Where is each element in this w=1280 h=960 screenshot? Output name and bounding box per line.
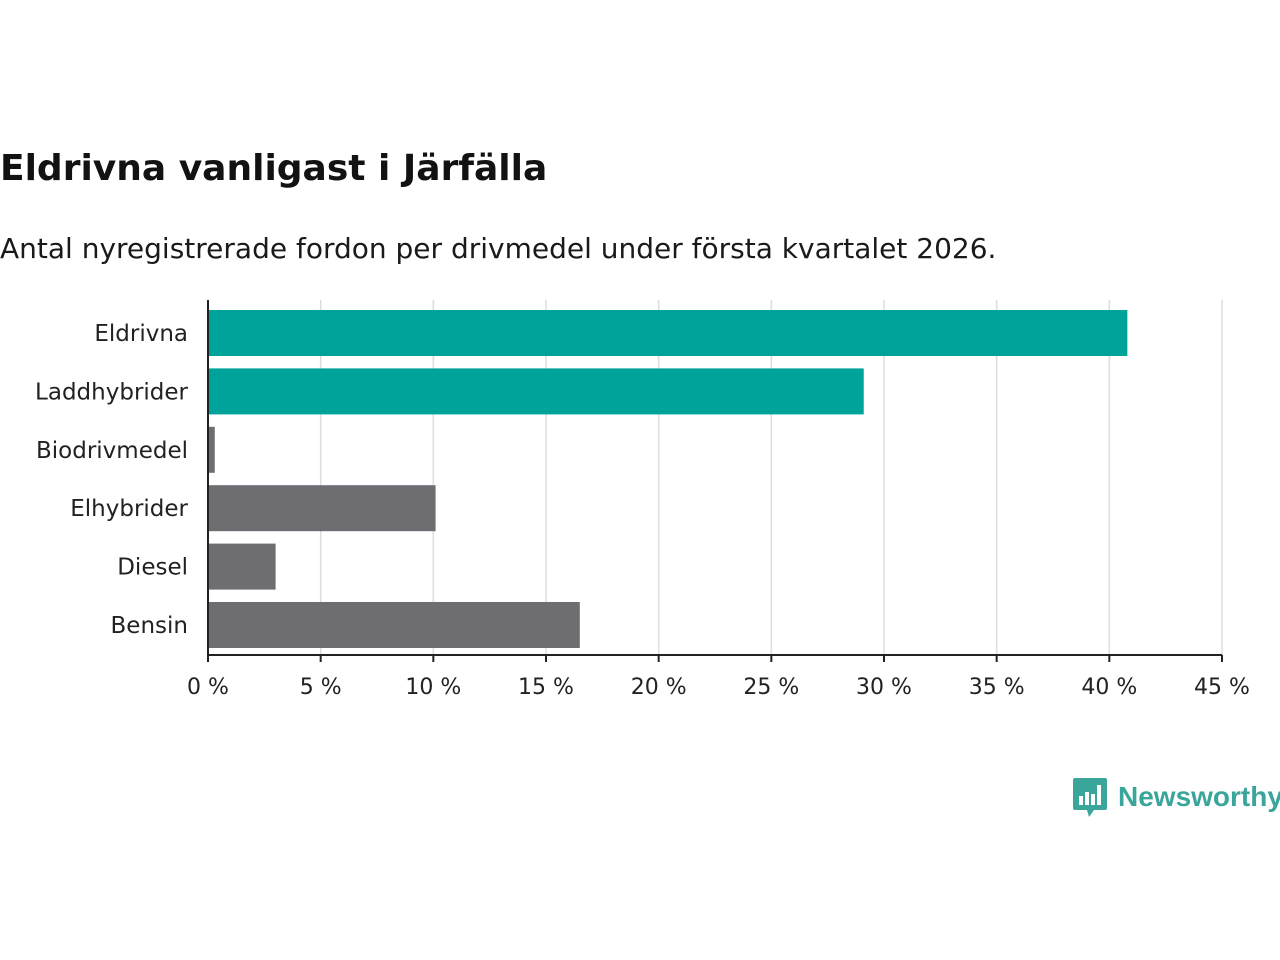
category-label: Bensin bbox=[111, 613, 188, 639]
category-label: Biodrivmedel bbox=[36, 438, 188, 464]
x-tick-label: 10 % bbox=[405, 675, 461, 700]
newsworthy-logo: Newsworthy bbox=[1072, 776, 1280, 818]
x-tick-label: 20 % bbox=[631, 675, 687, 700]
gridlines bbox=[319, 300, 1223, 655]
category-label: Elhybrider bbox=[70, 496, 188, 522]
x-tick-label: 45 % bbox=[1194, 675, 1250, 700]
brand-name: Newsworthy bbox=[1118, 781, 1280, 812]
bars bbox=[208, 310, 1128, 648]
category-label: Eldrivna bbox=[94, 321, 188, 347]
x-tick-label: 15 % bbox=[518, 675, 574, 700]
bar-laddhybrider bbox=[208, 368, 864, 415]
x-tick-label: 40 % bbox=[1081, 675, 1137, 700]
bar-chart-speech-bubble-icon bbox=[1073, 778, 1107, 817]
category-label: Diesel bbox=[117, 555, 188, 581]
x-tick-label: 35 % bbox=[969, 675, 1025, 700]
x-tick-label: 5 % bbox=[300, 675, 342, 700]
chart-title: Eldrivna vanligast i Järfälla bbox=[0, 148, 548, 189]
bar-bensin bbox=[208, 602, 580, 648]
bar-diesel bbox=[208, 543, 276, 590]
x-tick-label: 25 % bbox=[743, 675, 799, 700]
chart-subtitle: Antal nyregistrerade fordon per drivmede… bbox=[0, 232, 997, 265]
x-tick-label: 30 % bbox=[856, 675, 912, 700]
bar-elhybrider bbox=[208, 485, 436, 532]
bar-eldrivna bbox=[208, 310, 1128, 356]
bar-biodrivmedel bbox=[208, 426, 215, 473]
category-label: Laddhybrider bbox=[35, 379, 188, 405]
x-axis: 0 % 5 % 10 % 15 % 20 % 25 % 30 % 35 % 40 % 45 % bbox=[187, 300, 1250, 700]
category-labels: Eldrivna Laddhybrider Biodrivmedel Elhybrid… bbox=[35, 321, 188, 639]
x-tick-label: 0 % bbox=[187, 675, 229, 700]
